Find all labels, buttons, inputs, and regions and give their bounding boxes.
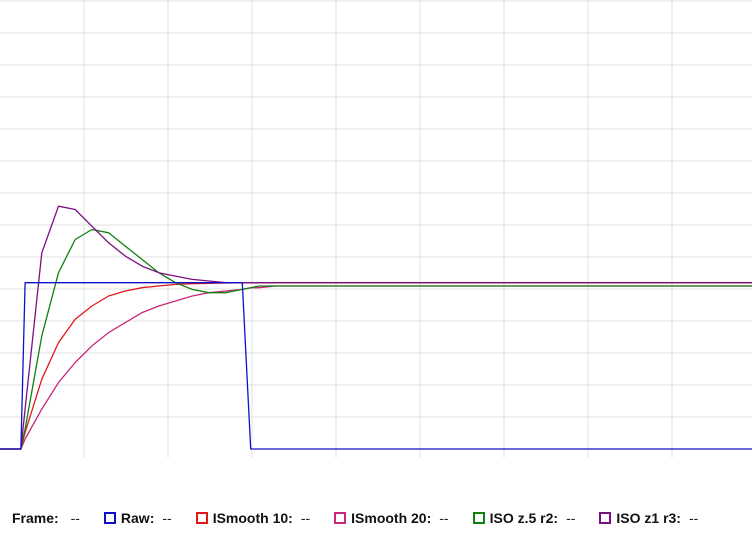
legend-label-raw: Raw:: [120, 510, 155, 526]
legend-item-iso-z1-r3[interactable]: ISO z1 r3: --: [599, 510, 698, 526]
legend-swatch-ismooth20: [334, 512, 347, 524]
legend-item-ismooth20[interactable]: ISmooth 20: --: [334, 510, 449, 526]
legend-frame-value: --: [70, 510, 80, 526]
legend-swatch-raw: [103, 512, 116, 524]
legend-label-ismooth10: ISmooth 10:: [212, 510, 293, 526]
legend-frame: Frame: --: [12, 510, 80, 526]
legend-item-raw[interactable]: Raw: --: [103, 510, 172, 526]
chart-series: [0, 205, 752, 450]
series-line-ismooth10: [0, 282, 752, 450]
legend-value-ismooth20: --: [439, 510, 449, 526]
series-line-iso_z5_r2: [0, 228, 752, 450]
legend-value-iso-z1-r3: --: [688, 510, 699, 526]
series-line-iso_z1_r3: [0, 205, 752, 450]
series-line-ismooth20: [0, 285, 752, 450]
chart-grid: [0, 0, 752, 458]
legend-label-iso-z5-r2: ISO z.5 r2:: [489, 510, 559, 526]
chart-legend: Frame: -- Raw: -- ISmooth 10: -- ISmooth…: [12, 509, 698, 527]
legend-label-iso-z1-r3: ISO z1 r3:: [616, 510, 681, 526]
legend-frame-label: Frame:: [12, 510, 59, 526]
legend-value-iso-z5-r2: --: [566, 510, 576, 526]
legend-value-ismooth10: --: [300, 510, 311, 526]
legend-swatch-iso-z5-r2: [472, 512, 485, 524]
response-chart: [0, 0, 752, 458]
legend-swatch-iso-z1-r3: [599, 512, 612, 524]
legend-value-raw: --: [162, 510, 172, 526]
legend-label-ismooth20: ISmooth 20:: [351, 510, 432, 526]
series-line-raw: [0, 282, 752, 450]
legend-item-iso-z5-r2[interactable]: ISO z.5 r2: --: [472, 510, 576, 526]
legend-item-ismooth10[interactable]: ISmooth 10: --: [195, 510, 311, 526]
legend-swatch-ismooth10: [195, 512, 208, 524]
